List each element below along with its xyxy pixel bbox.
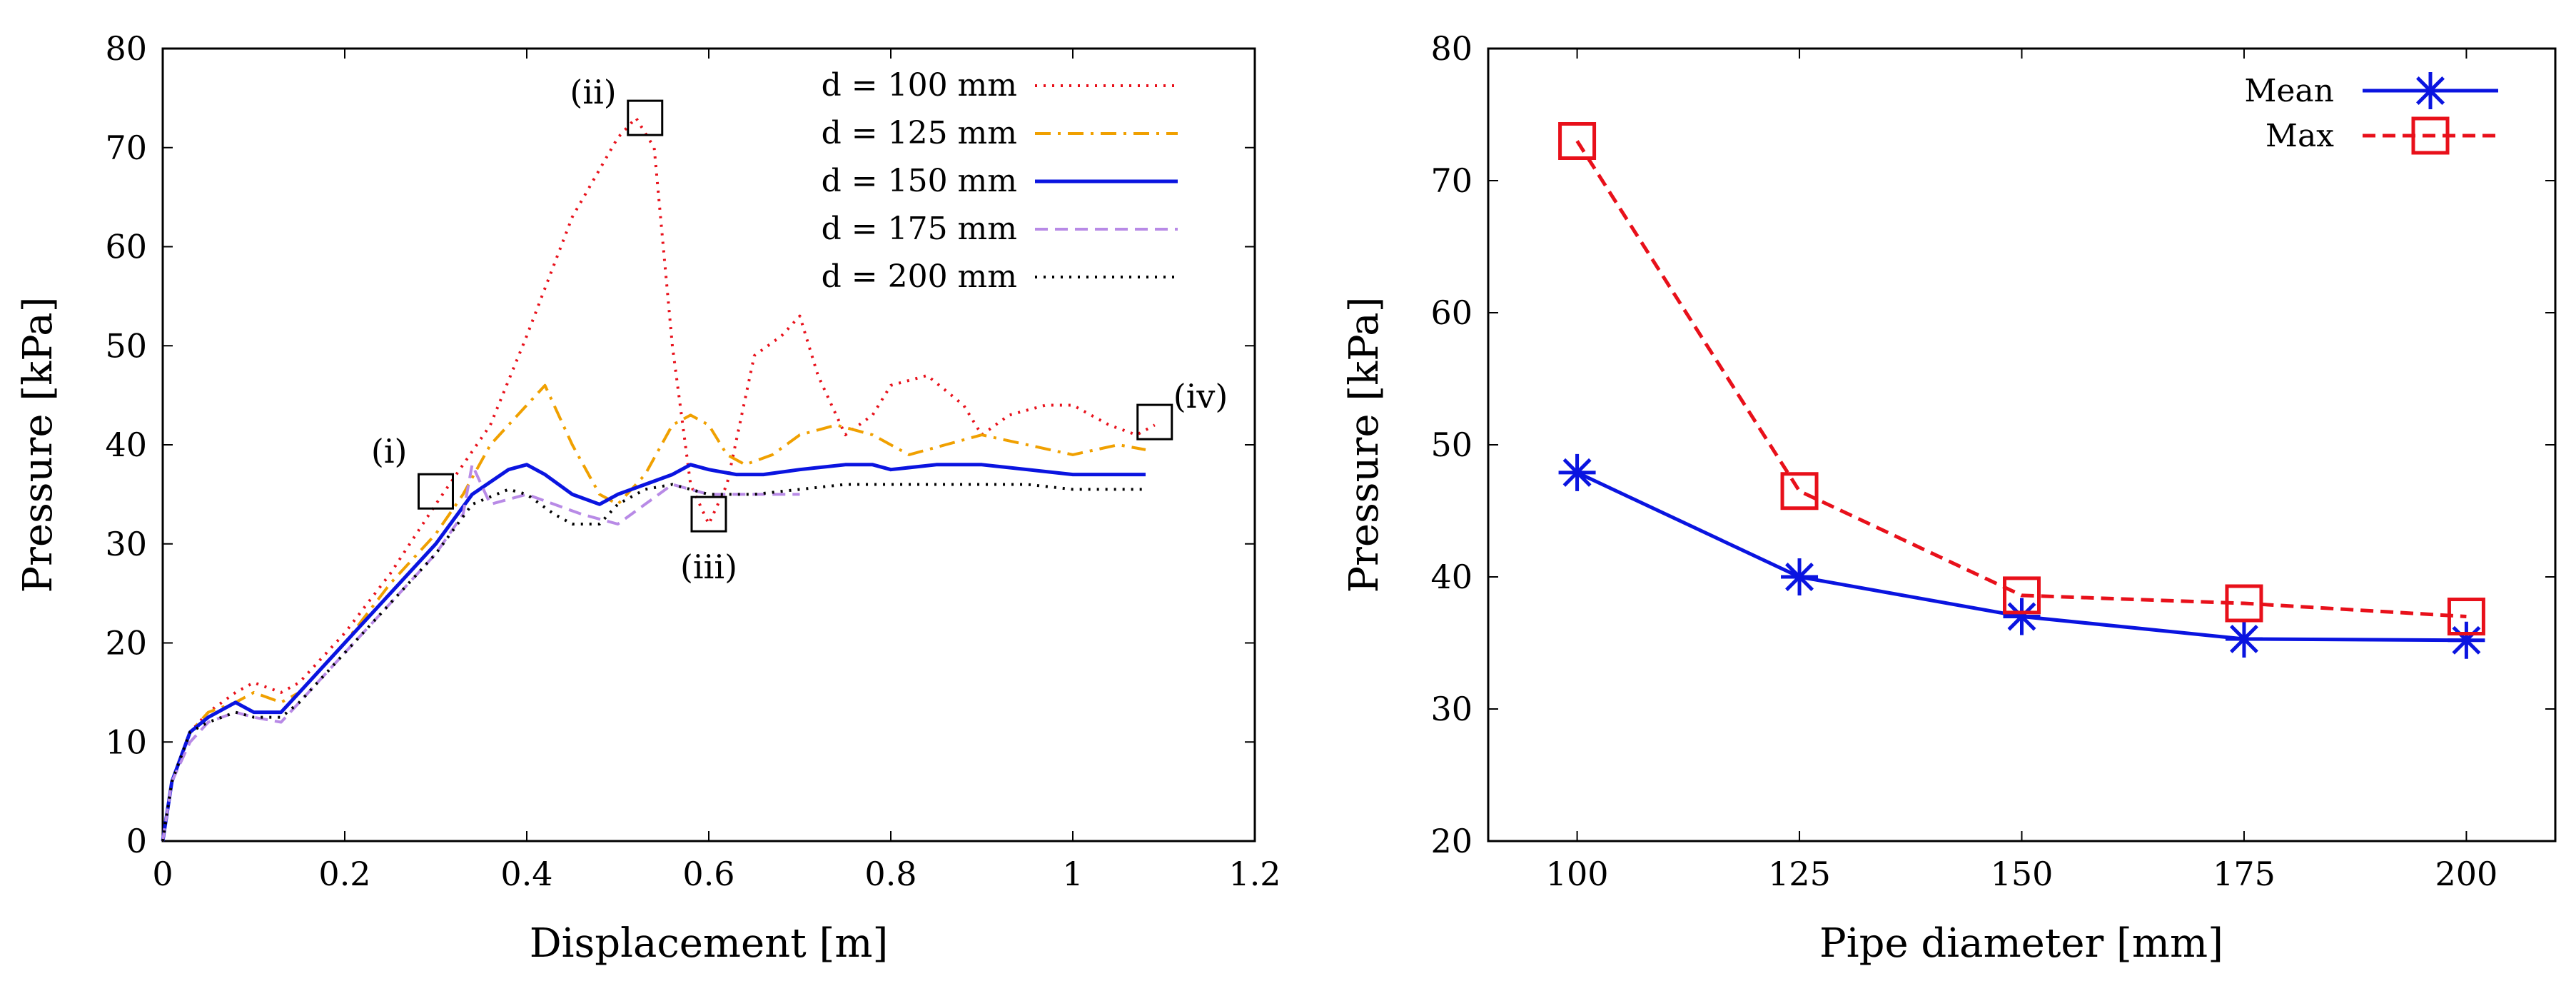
left-series-group <box>161 116 1156 842</box>
right-point-mean-stroke <box>2452 625 2481 655</box>
right-y-tick-label: 40 <box>1430 558 1473 596</box>
left-legend-label: d = 175 mm <box>822 211 1017 247</box>
right-series-group <box>1558 122 2485 659</box>
left-x-axis-label: Displacement [m] <box>530 920 889 967</box>
annotation-box <box>627 99 664 136</box>
left-x-tick-label: 0 <box>152 855 173 893</box>
right-x-tick-label: 125 <box>1768 855 1831 893</box>
right-point-max <box>1780 472 1819 510</box>
right-x-tick-label: 100 <box>1546 855 1609 893</box>
left-y-tick-label: 80 <box>105 29 147 68</box>
annotation-label: (ii) <box>570 73 616 111</box>
annotation-label: (i) <box>371 432 408 471</box>
left-series-line-5 <box>161 483 1146 842</box>
left-x-tick-label: 0.4 <box>500 855 552 893</box>
left-y-tick-label: 30 <box>105 525 147 563</box>
left-x-tick-label: 0.8 <box>864 855 916 893</box>
left-legend-label: d = 125 mm <box>822 115 1017 151</box>
right-point-max <box>2225 584 2263 623</box>
right-y-tick-label: 80 <box>1430 29 1473 68</box>
right-legend-marker <box>2412 72 2449 109</box>
annotation-box <box>418 473 454 510</box>
right-point-mean-stroke <box>2229 624 2258 653</box>
left-y-axis-label: Pressure [kPa] <box>15 296 61 593</box>
right-point-mean <box>2003 598 2041 635</box>
left-y-tick-label: 60 <box>105 228 147 266</box>
left-legend: d = 100 mm d = 125 mm d = 150 mm d = 175 mm… <box>822 67 1178 295</box>
left-x-tick-label: 0.6 <box>682 855 734 893</box>
right-y-axis-label: Pressure [kPa] <box>1341 296 1388 593</box>
right-y-tick-label: 70 <box>1430 161 1473 200</box>
right-legend-label: Max <box>2266 118 2334 154</box>
left-legend-label: d = 150 mm <box>822 163 1017 199</box>
right-chart: 100 125 150 175 200 20 30 40 50 60 70 80 Mean Max Pi… <box>1341 29 2557 967</box>
right-point-mean <box>2448 621 2485 659</box>
right-point-mean <box>1558 453 1596 491</box>
left-x-tick-label: 1 <box>1062 855 1083 893</box>
left-y-tick-label: 0 <box>126 822 147 860</box>
annotation-box <box>690 496 727 533</box>
left-annotations: (i) (ii) (iii) (iv) <box>371 73 1228 586</box>
left-plot-frame <box>161 47 1256 842</box>
left-x-tick-label: 1.2 <box>1228 855 1281 893</box>
right-x-axis-label: Pipe diameter [mm] <box>1819 920 2223 967</box>
right-axis-ticks: 100 125 150 175 200 20 30 40 50 60 70 80 <box>1430 29 2555 893</box>
left-y-tick-label: 70 <box>105 129 147 167</box>
right-legend-marker-stroke <box>2416 76 2445 105</box>
left-y-tick-label: 40 <box>105 426 147 464</box>
right-x-tick-label: 200 <box>2435 855 2498 893</box>
right-plot-frame <box>1487 47 2557 842</box>
annotation-label: (iii) <box>680 548 737 586</box>
right-x-tick-label: 150 <box>1991 855 2054 893</box>
right-point-max <box>2447 598 2485 635</box>
left-series-line-2 <box>161 383 1146 842</box>
right-point-mean <box>1781 558 1819 595</box>
right-x-tick-label: 175 <box>2213 855 2276 893</box>
left-series-line-4 <box>161 463 800 842</box>
annotation-box <box>1136 403 1173 441</box>
right-point-max <box>1558 122 1597 160</box>
right-point-mean-stroke <box>1562 458 1592 487</box>
right-legend-label: Mean <box>2244 73 2334 109</box>
left-series-line-3 <box>161 463 1146 842</box>
right-y-tick-label: 50 <box>1430 426 1473 464</box>
right-y-tick-label: 30 <box>1430 690 1473 728</box>
left-y-tick-label: 50 <box>105 326 147 365</box>
right-legend: Mean Max <box>2244 72 2498 155</box>
left-axis-ticks: 0 0.2 0.4 0.6 0.8 1 1.2 0 10 20 30 40 50 60 70 80 <box>105 29 1281 893</box>
right-legend-marker <box>2411 116 2450 155</box>
right-point-mean-stroke <box>1785 563 1814 591</box>
right-point-mean-stroke <box>2007 602 2036 631</box>
annotation-label: (iv) <box>1173 377 1228 416</box>
right-point-mean <box>2225 620 2263 658</box>
left-x-tick-label: 0.2 <box>318 855 370 893</box>
left-y-tick-label: 20 <box>105 624 147 663</box>
right-y-tick-label: 20 <box>1430 822 1473 860</box>
left-legend-label: d = 200 mm <box>822 258 1017 295</box>
right-series-line-max <box>1575 140 2467 618</box>
right-point-max <box>2003 576 2041 615</box>
left-legend-label: d = 100 mm <box>822 67 1017 104</box>
left-y-tick-label: 10 <box>105 723 147 761</box>
right-y-tick-label: 60 <box>1430 293 1473 332</box>
